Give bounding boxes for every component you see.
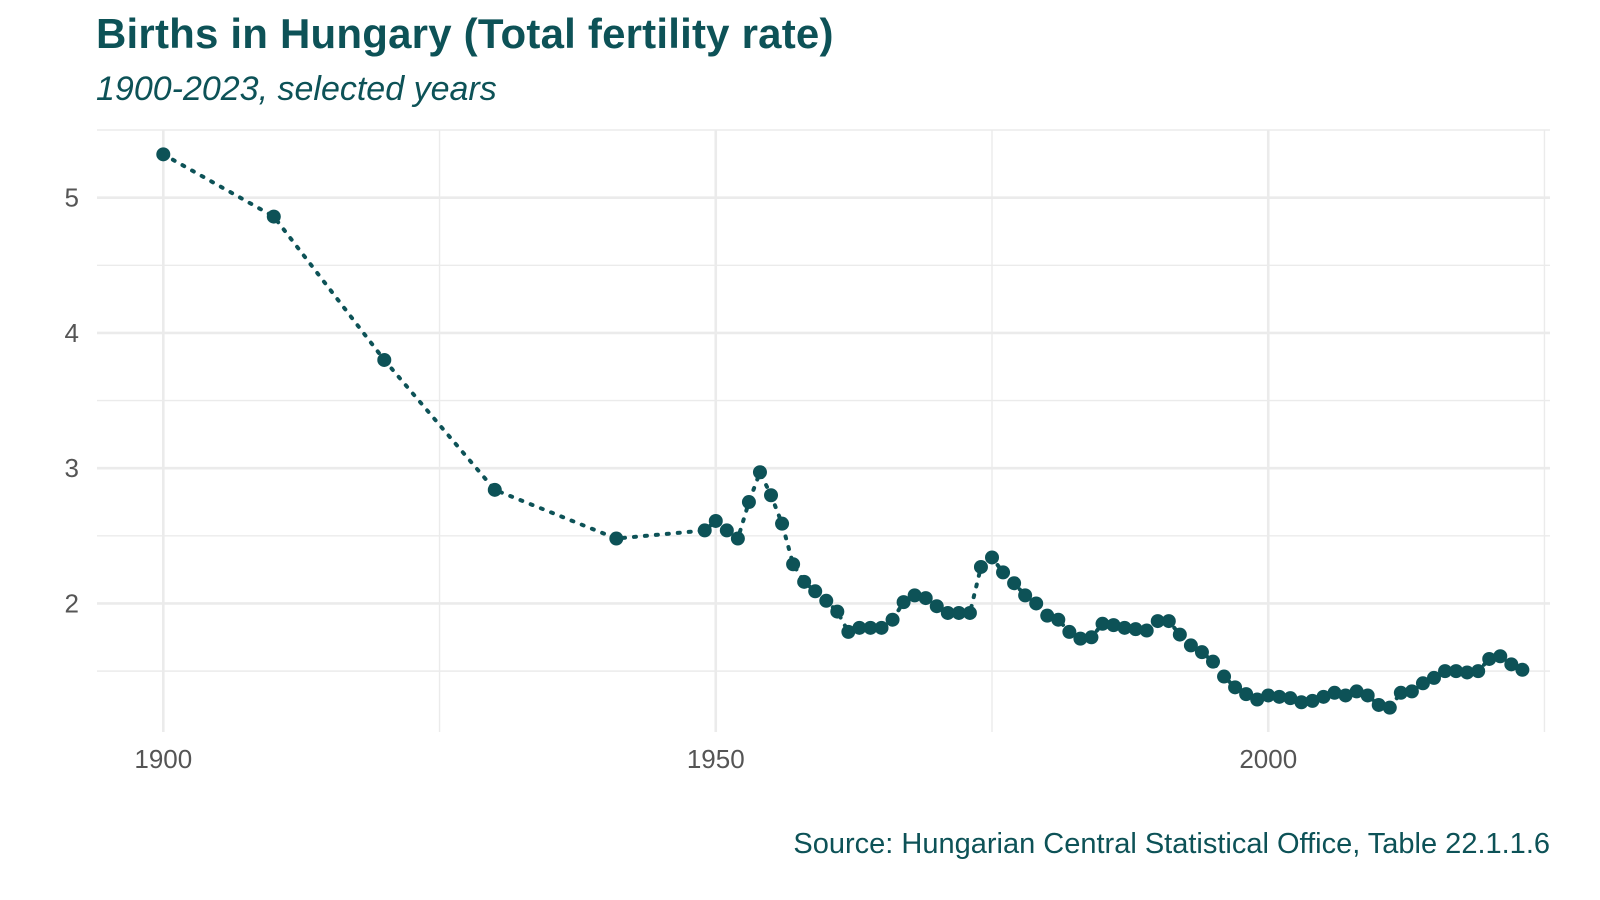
data-point (786, 557, 801, 572)
data-point (1073, 631, 1088, 646)
data-point (730, 531, 745, 546)
data-point (1117, 620, 1132, 635)
data-point (1482, 651, 1497, 666)
data-point (1515, 662, 1530, 677)
data-point (841, 624, 856, 639)
data-point (1007, 576, 1022, 591)
data-point (1205, 654, 1220, 669)
data-point (1338, 688, 1353, 703)
data-point (1393, 685, 1408, 700)
series-line-path (161, 152, 1525, 710)
data-point (1261, 688, 1276, 703)
data-point (1349, 684, 1364, 699)
data-point (775, 516, 790, 531)
data-point (1316, 689, 1331, 704)
data-point (1438, 664, 1453, 679)
y-tick-label: 5 (65, 183, 79, 213)
data-point (266, 209, 281, 224)
x-tick-label: 1900 (134, 744, 192, 774)
y-tick-label: 3 (65, 453, 79, 483)
data-point (1217, 669, 1232, 684)
data-point (885, 612, 900, 627)
data-point (1084, 630, 1099, 645)
data-point (1371, 697, 1386, 712)
data-point (609, 531, 624, 546)
x-tick-label: 2000 (1239, 744, 1297, 774)
data-point (1283, 691, 1298, 706)
data-point (1139, 623, 1154, 638)
data-point (764, 488, 779, 503)
data-point (741, 495, 756, 510)
data-point (962, 605, 977, 620)
data-point (1183, 638, 1198, 653)
data-point (1029, 596, 1044, 611)
data-point (1449, 664, 1464, 679)
axis-tick-labels: 2 3 4 5 1900 1950 2000 (65, 183, 1298, 774)
data-point (1460, 665, 1475, 680)
y-tick-label: 4 (65, 318, 79, 348)
series-line (161, 152, 1525, 710)
data-point (1040, 608, 1055, 623)
data-point (808, 584, 823, 599)
data-point (1305, 693, 1320, 708)
chart-caption: Source: Hungarian Central Statistical Of… (793, 828, 1550, 860)
data-point (1062, 624, 1077, 639)
data-point (929, 599, 944, 614)
data-point (708, 513, 723, 528)
data-point (1095, 616, 1110, 631)
data-point (874, 620, 889, 635)
data-point (1471, 664, 1486, 679)
data-point (1415, 676, 1430, 691)
data-point (1128, 622, 1143, 637)
data-point (1250, 692, 1265, 707)
data-point (830, 604, 845, 619)
data-point (907, 588, 922, 603)
data-point (1504, 657, 1519, 672)
series-points (156, 147, 1530, 715)
data-point (1161, 614, 1176, 629)
data-point (1228, 680, 1243, 695)
data-point (1150, 614, 1165, 629)
data-point (973, 559, 988, 574)
data-point (1426, 670, 1441, 685)
y-tick-label: 2 (65, 588, 79, 618)
data-point (1382, 700, 1397, 715)
data-point (1294, 695, 1309, 710)
data-point (377, 352, 392, 367)
chart-title: Births in Hungary (Total fertility rate) (96, 10, 834, 57)
grid-lines (97, 129, 1550, 732)
chart-subtitle: 1900-2023, selected years (96, 70, 497, 108)
data-point (1404, 684, 1419, 699)
data-point (1272, 689, 1287, 704)
data-point (940, 605, 955, 620)
data-point (1239, 687, 1254, 702)
data-point (1360, 688, 1375, 703)
data-point (1327, 685, 1342, 700)
data-point (951, 605, 966, 620)
x-tick-label: 1950 (687, 744, 745, 774)
data-point (1018, 588, 1033, 603)
data-point (985, 550, 1000, 565)
data-point (1106, 618, 1121, 633)
data-point (918, 591, 933, 606)
data-point (1172, 627, 1187, 642)
data-point (487, 482, 502, 497)
data-point (863, 620, 878, 635)
data-point (1493, 649, 1508, 664)
data-point (797, 574, 812, 589)
data-point (896, 595, 911, 610)
data-point (819, 593, 834, 608)
data-point (1194, 645, 1209, 660)
data-point (1051, 612, 1066, 627)
data-point (697, 523, 712, 538)
data-point (156, 147, 171, 162)
data-point (852, 620, 867, 635)
data-point (996, 565, 1011, 580)
data-point (752, 465, 767, 480)
data-point (719, 523, 734, 538)
